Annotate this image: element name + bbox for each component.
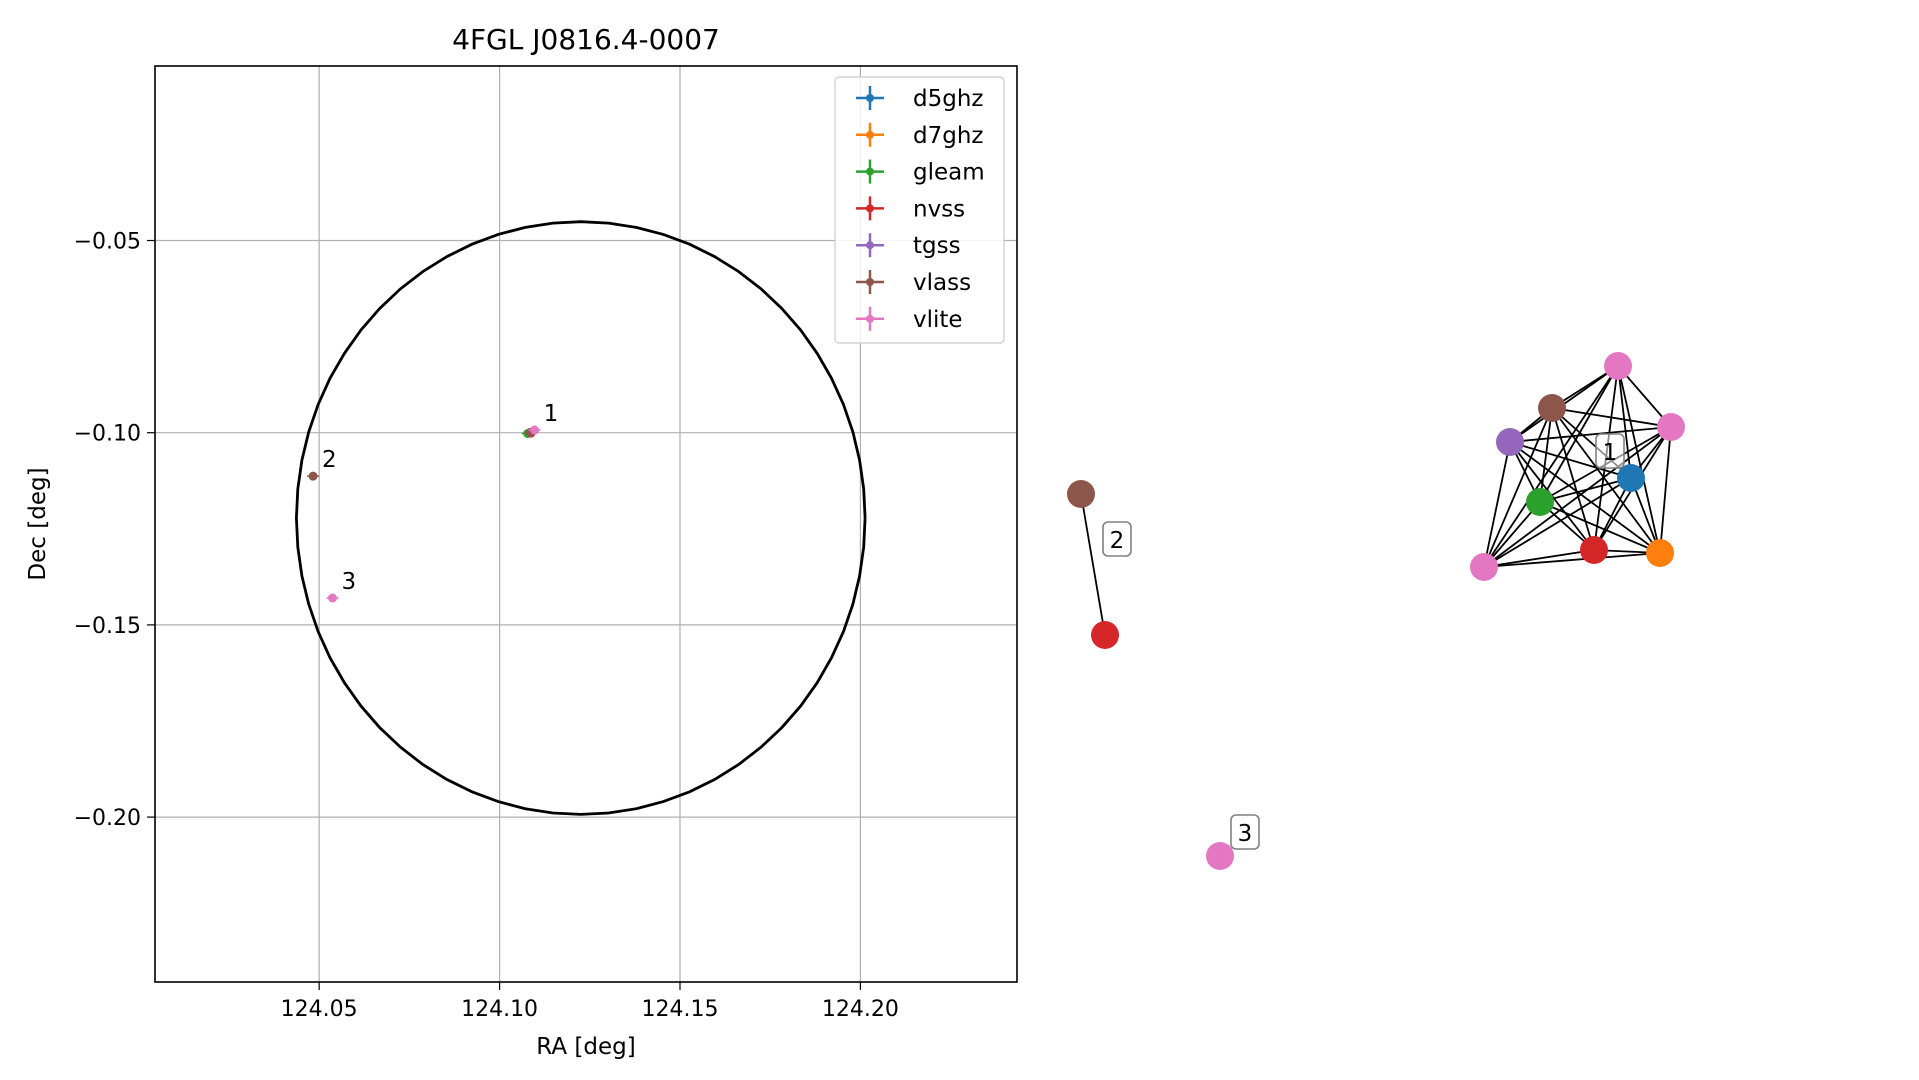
localization-ellipse xyxy=(294,220,867,816)
network-edge xyxy=(1509,441,1661,554)
group-label-text: 3 xyxy=(1238,821,1253,847)
network-edge xyxy=(1551,407,1672,428)
network-node-vlass xyxy=(1538,394,1566,422)
legend: d5ghz d7ghz gleam nvss tgss vlass vlite xyxy=(834,76,1005,344)
point-annotations: 1 2 3 xyxy=(322,401,558,595)
network-node-gleam xyxy=(1526,488,1554,516)
network-node-vlite xyxy=(1206,842,1234,870)
y-tick-label: −0.05 xyxy=(74,230,141,255)
vlite-point xyxy=(530,425,540,435)
x-tick-label: 124.05 xyxy=(281,997,358,1022)
position-plot: 123 124.05 124.10 124.15 124.20 −0.05−0.10−… xyxy=(25,23,1018,1060)
legend-swatch-marker xyxy=(866,204,874,213)
network-node-tgss xyxy=(1496,428,1524,456)
legend-swatch-marker xyxy=(866,130,874,139)
association-network: 1 2 3 xyxy=(1067,352,1685,870)
network-node-nvss xyxy=(1091,621,1119,649)
point-annotation: 3 xyxy=(342,569,357,595)
x-tick-label: 124.15 xyxy=(642,997,719,1022)
x-axis-label: RA [deg] xyxy=(536,1034,635,1060)
network-node-vlass xyxy=(1067,480,1095,508)
network-edge xyxy=(1539,501,1661,554)
legend-label: vlass xyxy=(913,270,971,296)
network-edge xyxy=(1483,552,1661,568)
legend-swatch-marker xyxy=(866,167,874,176)
network-edge xyxy=(1539,407,1553,503)
group-label: 3 xyxy=(1230,814,1260,850)
network-edge xyxy=(1483,365,1619,568)
group-label: 2 xyxy=(1102,521,1132,557)
group-label-box xyxy=(1595,433,1625,469)
chart-title: 4FGL J0816.4-0007 xyxy=(452,23,720,56)
network-edge xyxy=(1483,441,1511,568)
network-node-d5ghz xyxy=(1617,464,1645,492)
network-node-d7ghz xyxy=(1646,539,1674,567)
y-axis-label: Dec [deg] xyxy=(25,467,51,580)
network-edge xyxy=(1483,501,1541,568)
network-edge xyxy=(1539,477,1632,503)
legend-label: d7ghz xyxy=(913,123,983,149)
legend-label: d5ghz xyxy=(913,86,983,112)
legend-label: gleam xyxy=(913,160,985,186)
group-label-text: 1 xyxy=(1603,440,1618,466)
network-edge xyxy=(1483,426,1672,568)
network-node-nvss xyxy=(1580,536,1608,564)
y-tick-label: −0.15 xyxy=(74,614,141,639)
vlass-point xyxy=(308,471,318,481)
network-edge xyxy=(1509,441,1632,479)
network-nodes xyxy=(1067,352,1685,870)
legend-swatch-marker xyxy=(866,314,874,323)
network-edge xyxy=(1509,426,1672,443)
legend-swatch-marker xyxy=(866,241,874,250)
group-label: 1 xyxy=(1595,433,1625,469)
y-tick-label: −0.10 xyxy=(74,422,141,447)
network-edge xyxy=(1659,426,1672,554)
group-label-box xyxy=(1102,521,1132,557)
network-node-vlite xyxy=(1470,553,1498,581)
ellipse-outline xyxy=(294,220,867,816)
network-edge xyxy=(1617,365,1661,554)
network-edge xyxy=(1483,549,1595,568)
network-edge xyxy=(1483,477,1632,568)
legend-box xyxy=(834,76,1005,344)
group-label-text: 2 xyxy=(1110,528,1125,554)
network-edge xyxy=(1483,407,1553,568)
legend-swatch-marker xyxy=(866,94,874,102)
point-annotation: 2 xyxy=(322,447,337,473)
network-node-vlite xyxy=(1604,352,1632,380)
legend-label: vlite xyxy=(913,307,963,333)
legend-label: tgss xyxy=(913,233,961,259)
vlite-point xyxy=(328,593,338,603)
legend-label: nvss xyxy=(913,196,965,222)
network-edge xyxy=(1551,407,1595,551)
network-edge xyxy=(1539,365,1619,503)
y-axis-ticks: −0.05 −0.10 −0.15 −0.20 xyxy=(74,230,155,831)
network-group-labels: 1 2 3 xyxy=(1102,433,1625,850)
network-edge xyxy=(1551,407,1661,554)
plot-frame xyxy=(154,65,1018,983)
y-tick-label: −0.20 xyxy=(74,806,141,831)
x-tick-label: 124.10 xyxy=(461,997,538,1022)
source-points xyxy=(307,425,541,603)
network-node-vlite xyxy=(1657,413,1685,441)
point-annotation: 1 xyxy=(544,401,559,427)
x-tick-label: 124.20 xyxy=(822,997,899,1022)
group-label-box xyxy=(1230,814,1260,850)
network-edge xyxy=(1080,493,1106,636)
x-axis-ticks: 124.05 124.10 124.15 124.20 xyxy=(281,982,899,1022)
legend-swatch-marker xyxy=(866,278,874,286)
